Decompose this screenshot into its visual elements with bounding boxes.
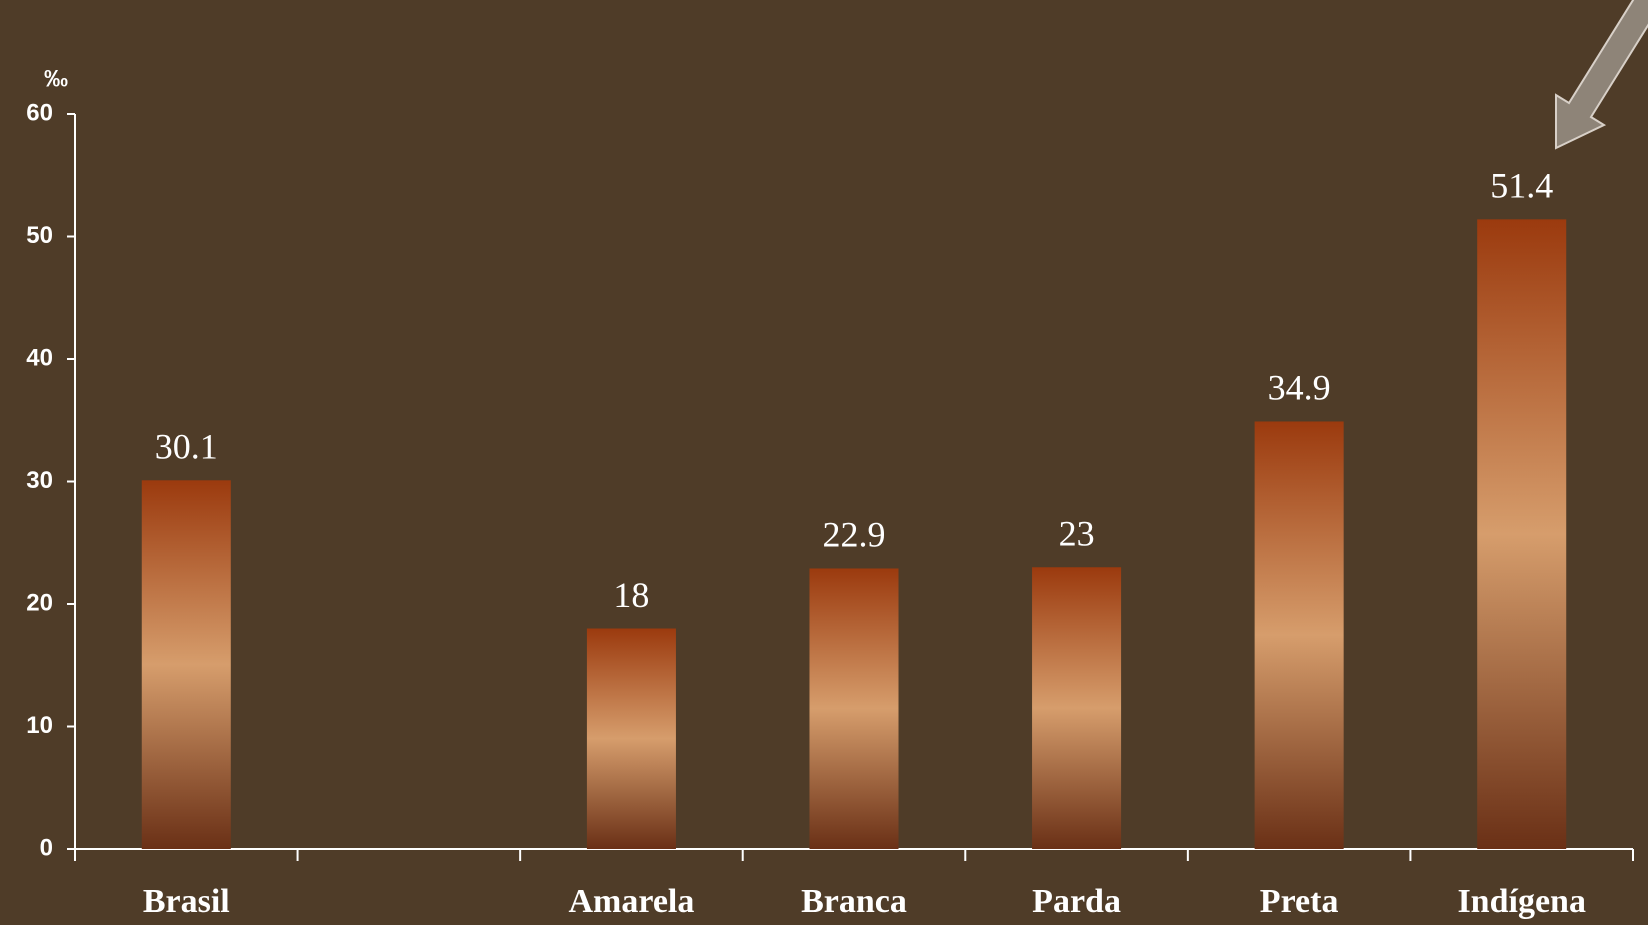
x-tick-label: Preta [1260,883,1339,920]
y-tick-label: 50 [26,222,53,249]
y-tick-label: 40 [26,344,53,371]
bar [1477,219,1567,850]
y-unit: ‰ [44,65,68,92]
y-tick-label: 20 [26,589,53,616]
bar [1254,421,1344,849]
y-tick-label: 10 [26,712,53,739]
value-label: 30.1 [155,427,218,467]
x-tick-label: Brasil [143,883,230,920]
x-tick-label: Branca [801,883,907,920]
y-tick-label: 30 [26,467,53,494]
value-label: 18 [613,575,649,615]
value-label: 34.9 [1268,368,1331,408]
arrow [1555,0,1648,150]
bar [586,628,676,849]
x-tick-label: Parda [1032,883,1121,920]
value-label: 22.9 [823,515,886,555]
x-tick-label: Indígena [1457,883,1586,920]
x-tick-label: Amarela [568,883,694,920]
y-tick-label: 60 [26,99,53,126]
bar [1032,567,1122,849]
bar [141,480,231,849]
value-label: 23 [1059,514,1095,554]
value-label: 51.4 [1490,166,1553,206]
y-tick-label: 0 [40,834,53,861]
bar [809,568,899,849]
